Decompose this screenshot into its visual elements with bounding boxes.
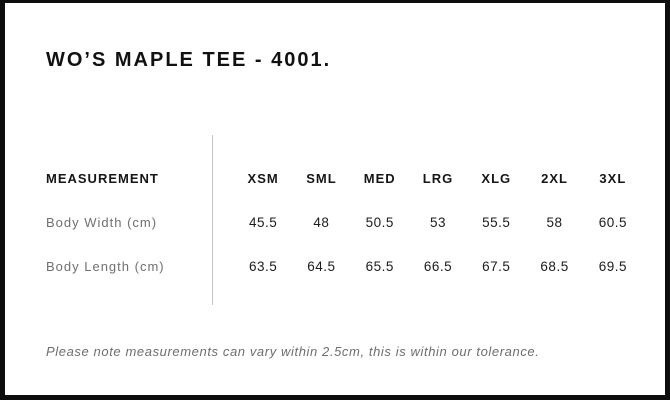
size-header-med: MED [363,170,396,186]
body-width-sml: 48 [313,214,330,230]
product-title: WO’S MAPLE TEE - 4001. [46,49,332,71]
size-header-sml: SML [306,170,337,186]
body-length-xsm: 63.5 [249,258,278,274]
body-width-2xl: 58 [546,214,563,230]
body-length-2xl: 68.5 [540,258,569,274]
body-width-lrg: 53 [429,214,446,230]
table-divider [212,135,213,305]
tolerance-note: Please note measurements can vary within… [46,344,540,359]
body-length-med: 65.5 [365,258,394,274]
body-length-3xl: 69.5 [598,258,627,274]
body-width-3xl: 60.5 [598,214,627,230]
size-table: MEASUREMENT XSM SML MED LRG XLG 2XL 3XL … [46,135,642,305]
size-header-3xl: 3XL [599,170,627,186]
body-length-lrg: 66.5 [423,258,453,274]
body-width-xlg: 55.5 [482,214,511,230]
row-label-body-length: Body Length (cm) [46,258,165,274]
size-header-2xl: 2XL [541,170,568,186]
body-width-xsm: 45.5 [249,214,278,230]
size-header-xlg: XLG [481,170,512,186]
row-label-body-width: Body Width (cm) [46,214,158,230]
body-length-xlg: 67.5 [482,258,511,274]
size-header-lrg: LRG [422,170,454,186]
body-width-med: 50.5 [365,214,394,230]
body-length-sml: 64.5 [307,258,336,274]
measurement-column-header: MEASUREMENT [46,170,159,186]
size-table-grid: MEASUREMENT XSM SML MED LRG XLG 2XL 3XL … [46,135,642,288]
size-header-xsm: XSM [247,170,279,186]
